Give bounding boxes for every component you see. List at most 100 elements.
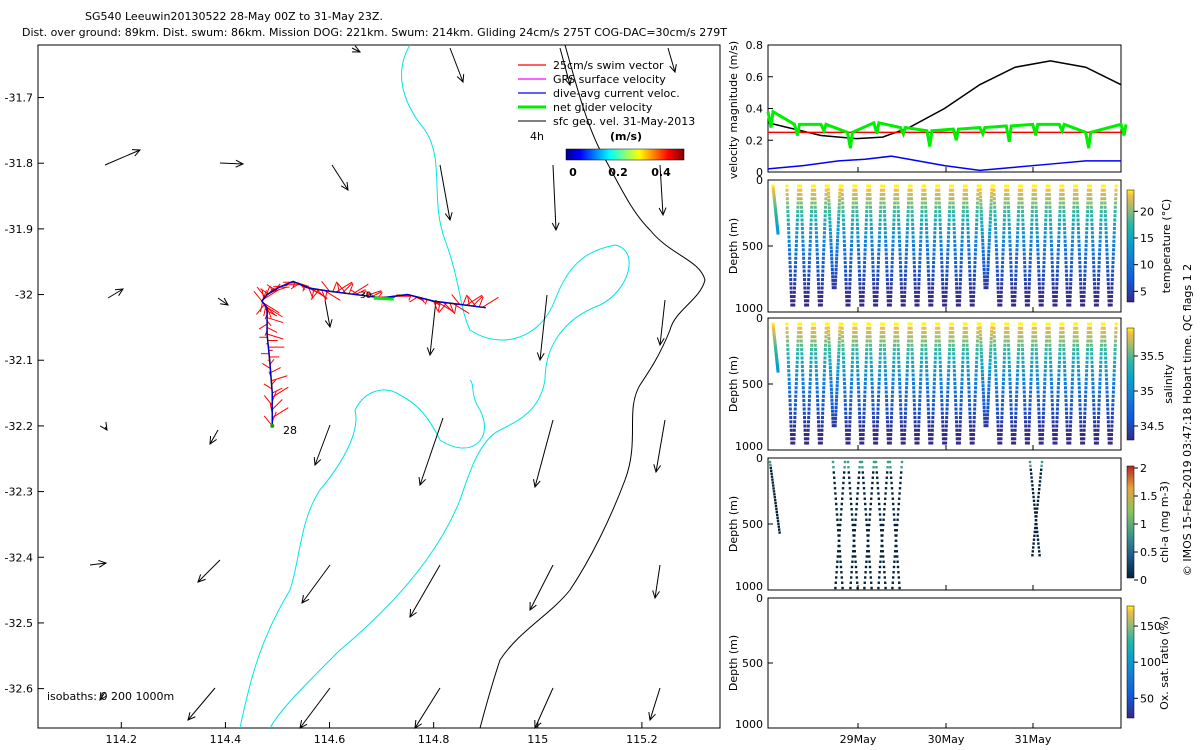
profile-point [967, 261, 971, 265]
geo-arrow-head [551, 222, 560, 232]
profile-point [939, 252, 943, 256]
profile-point [788, 256, 792, 260]
profile-point [863, 382, 867, 386]
profile-point [868, 188, 872, 192]
profile-point [1043, 377, 1047, 381]
velocity-line [766, 109, 1128, 149]
chla-point [883, 571, 886, 574]
profile-point [806, 282, 810, 286]
profile-point [1065, 420, 1069, 424]
profile-point [1110, 420, 1114, 424]
profile-point [879, 326, 883, 330]
profile-point [975, 222, 979, 226]
track-start-label: 28 [283, 424, 297, 437]
profile-point [851, 197, 855, 201]
profile-point [1103, 348, 1107, 352]
depth-ytick-label: 500 [742, 378, 763, 391]
profile-point [954, 416, 958, 420]
profile-point [1096, 286, 1100, 290]
profile-point [962, 205, 966, 209]
swim-vector [462, 294, 468, 306]
profile-point [914, 295, 918, 299]
profile-point [881, 322, 885, 326]
profile-point [962, 184, 966, 188]
profile-point [954, 273, 958, 277]
profile-point [959, 407, 963, 411]
profile-point [934, 343, 938, 347]
profile-point [1099, 356, 1103, 360]
profile-point [979, 209, 983, 213]
profile-point [948, 339, 952, 343]
profile-point [1072, 201, 1076, 205]
profile-point [1107, 295, 1111, 299]
profile-point [1062, 214, 1066, 218]
profile-point [1093, 424, 1097, 428]
geo-arrow-head [324, 319, 333, 329]
profile-point [795, 231, 799, 235]
profile-point [1089, 339, 1093, 343]
profile-point [772, 191, 776, 195]
profile-point [1111, 407, 1115, 411]
map-xtick-label: 114.8 [418, 733, 450, 746]
profile-point [1113, 205, 1117, 209]
profile-point [1107, 441, 1111, 445]
profile-point [1048, 335, 1052, 339]
profile-point [803, 290, 807, 294]
profile-point [794, 248, 798, 252]
profile-point [1045, 184, 1049, 188]
profile-point [890, 261, 894, 265]
profile-point [890, 273, 894, 277]
chla-point [886, 466, 889, 469]
profile-point [1042, 261, 1046, 265]
chla-point [865, 518, 868, 521]
profile-point [978, 329, 982, 333]
profile-point [1036, 248, 1040, 252]
profile-point [877, 244, 881, 248]
profile-point [834, 402, 838, 406]
profile-point [1080, 441, 1084, 445]
profile-point [911, 360, 915, 364]
geo-arrow-head [299, 720, 308, 729]
profile-point [1055, 411, 1059, 415]
profile-point [863, 399, 867, 403]
chla-point [769, 463, 772, 467]
profile-point [904, 269, 908, 273]
profile-point [1050, 399, 1054, 403]
profile-point [937, 322, 941, 326]
profile-point [924, 205, 928, 209]
profile-point [821, 265, 825, 269]
profile-point [946, 377, 950, 381]
profile-point [945, 407, 949, 411]
profile-point [932, 399, 936, 403]
profile-point [844, 411, 848, 415]
profile-point [958, 428, 962, 432]
profile-point [905, 227, 909, 231]
profile-point [1037, 278, 1041, 282]
chla-point [835, 502, 838, 506]
profile-point [1083, 403, 1087, 407]
chla-point [872, 466, 875, 469]
profile-point [1058, 352, 1062, 356]
chla-point [839, 565, 843, 569]
profile-point [1079, 286, 1083, 290]
profile-point [1070, 239, 1074, 243]
profile-point [965, 339, 969, 343]
profile-point [1007, 348, 1011, 352]
map-xtick-label: 114.2 [106, 733, 138, 746]
profile-point [1112, 386, 1116, 390]
map-ytick-label: -32 [15, 289, 33, 302]
profile-point [828, 355, 832, 359]
profile-point [1079, 416, 1083, 420]
profile-point [837, 344, 841, 348]
profile-point [1050, 403, 1054, 407]
profile-point [975, 205, 979, 209]
profile-point [774, 352, 778, 356]
profile-point [1056, 261, 1060, 265]
profile-point [1048, 210, 1052, 214]
profile-point [1001, 394, 1005, 398]
profile-point [843, 394, 847, 398]
profile-point [899, 403, 903, 407]
profile-point [847, 303, 851, 307]
profile-point [1021, 360, 1025, 364]
profile-point [972, 278, 976, 282]
